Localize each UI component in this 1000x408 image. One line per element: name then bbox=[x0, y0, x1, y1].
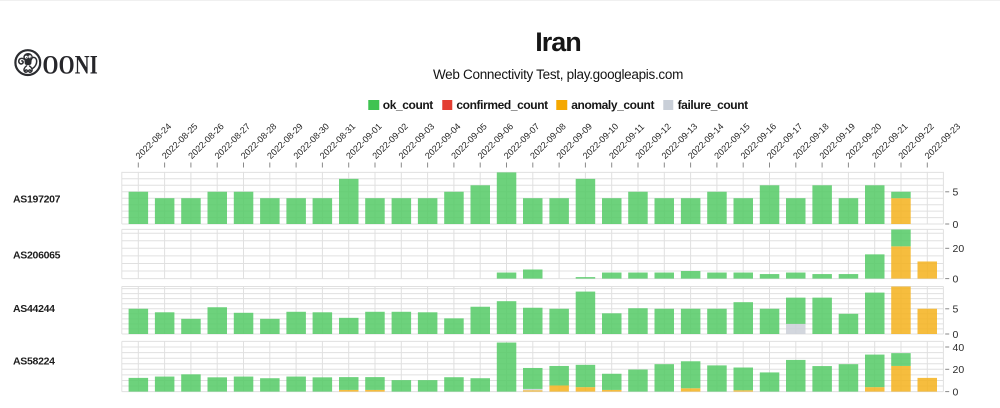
svg-text:AS58224: AS58224 bbox=[13, 356, 55, 368]
svg-text:5: 5 bbox=[953, 304, 959, 316]
svg-text:0: 0 bbox=[953, 386, 959, 398]
svg-text:40: 40 bbox=[953, 342, 965, 354]
svg-text:20: 20 bbox=[953, 364, 965, 376]
svg-text:20: 20 bbox=[953, 243, 965, 255]
svg-text:AS206065: AS206065 bbox=[13, 249, 61, 261]
svg-text:OONI: OONI bbox=[43, 51, 98, 80]
svg-text:AS44244: AS44244 bbox=[13, 303, 55, 315]
svg-text:0: 0 bbox=[953, 219, 959, 231]
svg-text:AS197207: AS197207 bbox=[13, 193, 61, 205]
svg-text:0: 0 bbox=[953, 329, 959, 341]
svg-text:5: 5 bbox=[953, 187, 959, 199]
svg-text:0: 0 bbox=[953, 273, 959, 285]
